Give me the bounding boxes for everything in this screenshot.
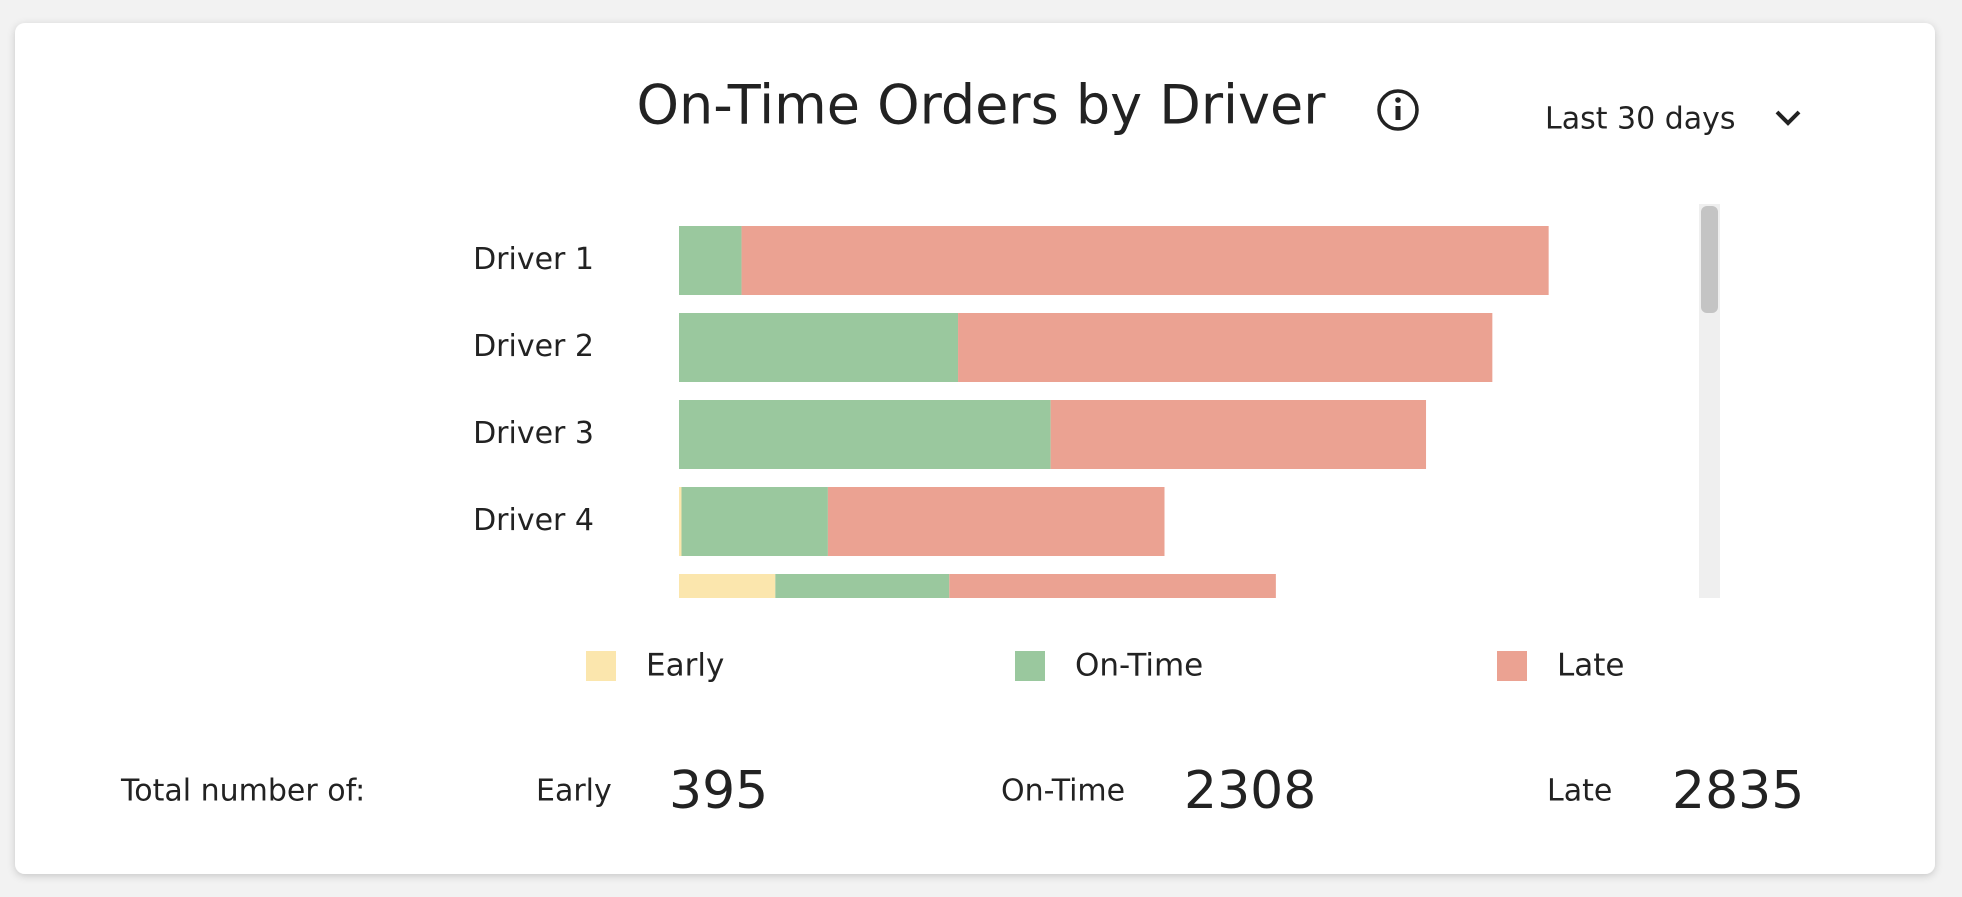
bar-segment: [958, 313, 1493, 382]
legend-label: Early: [646, 648, 724, 684]
totals: Total number of: Early 395 On-Time 2308 Late…: [120, 761, 1804, 821]
bar-segment: [681, 487, 828, 556]
chevron: [1775, 110, 1801, 126]
scrollbar[interactable]: [1699, 204, 1720, 598]
legend: Early On-Time Late: [586, 648, 1625, 684]
bar-segment: [679, 487, 682, 556]
bar-segment: [827, 487, 1165, 556]
period-label: Last 30 days: [1545, 102, 1736, 137]
total-name: On-Time: [1001, 774, 1125, 809]
period-dropdown[interactable]: Last 30 days: [1545, 102, 1801, 137]
legend-swatch: [1497, 651, 1527, 681]
legend-label: Late: [1557, 648, 1625, 684]
bar-segment: [679, 400, 1051, 469]
y-tick-label: Driver 4: [473, 503, 594, 538]
bar-segment: [679, 226, 742, 295]
total-value: 2308: [1184, 761, 1316, 821]
total-value: 395: [669, 761, 768, 821]
bar-segment: [949, 574, 1276, 598]
total-name: Late: [1547, 774, 1612, 809]
legend-swatch: [586, 651, 616, 681]
y-tick-label: Driver 3: [473, 416, 594, 451]
total-name: Early: [536, 774, 612, 809]
bar-segment: [679, 313, 959, 382]
legend-swatch: [1015, 651, 1045, 681]
legend-label: On-Time: [1075, 648, 1203, 684]
totals-label: Total number of:: [120, 774, 365, 809]
total-value: 2835: [1672, 761, 1804, 821]
bar-segment: [741, 226, 1549, 295]
chart-title: On-Time Orders by Driver: [637, 74, 1327, 137]
y-tick-label: Driver 1: [473, 242, 594, 277]
bar-segment: [1050, 400, 1427, 469]
plot-area: [679, 226, 1549, 598]
bar-segment: [775, 574, 950, 598]
bar-segment: [679, 574, 776, 598]
info-button[interactable]: [1377, 89, 1419, 131]
y-tick-label: Driver 2: [473, 329, 594, 364]
